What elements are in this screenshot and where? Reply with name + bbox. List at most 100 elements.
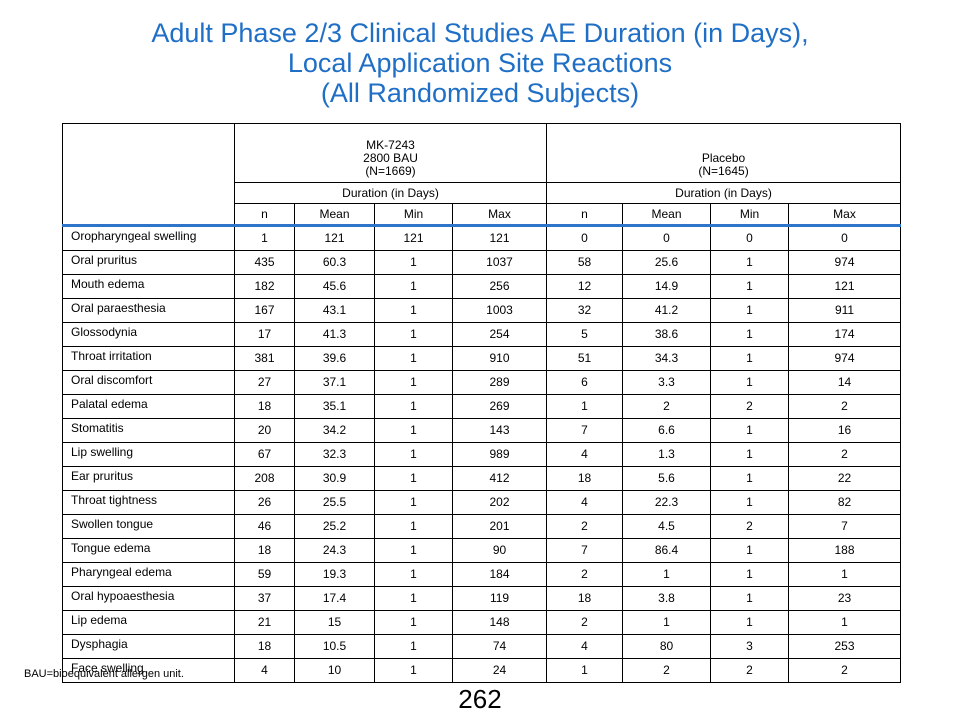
table-cell: 0 [710,225,790,251]
table-cell: 2 [546,610,624,635]
table-cell: 1 [374,418,453,443]
row-label: Lip swelling [62,442,235,467]
table-cell: 60.3 [294,250,375,275]
table-cell: 148 [451,610,548,635]
row-label: Face swelling [62,658,235,683]
table-cell: 45.6 [294,274,375,299]
table-cell: 1 [788,610,902,635]
table-cell: 38.6 [622,322,712,347]
ae-duration-table: MK-7243 2800 BAU (N=1669) Placebo (N=164… [62,123,902,683]
table-cell: 7 [788,514,902,539]
table-cell: 289 [451,370,548,395]
row-label: Mouth edema [62,274,235,299]
table-cell: 188 [788,538,902,563]
table-cell: 18 [546,466,624,491]
table-cell: 1 [374,442,453,467]
table-cell: 1 [374,466,453,491]
table-cell: 1 [710,346,790,371]
table-cell: 30.9 [294,466,375,491]
table-cell: 67 [234,442,295,467]
table-cell: 59 [234,562,295,587]
table-cell: 51 [546,346,624,371]
table-cell: 2 [622,394,712,419]
table-cell: 6.6 [622,418,712,443]
table-cell: 23 [788,586,902,611]
table-cell: 26 [234,490,295,515]
table-cell: 435 [234,250,295,275]
table-cell: 989 [451,442,548,467]
table-cell: 1 [788,562,902,587]
table-row: Throat tightness 26 25.5 1 202 4 22.3 1 82 [62,490,902,515]
group-header-line: (N=1645) [698,164,749,178]
table-cell: 3.3 [622,370,712,395]
group-header-line: 2800 BAU [363,151,418,165]
table-cell: 1 [710,274,790,299]
table-cell: 1 [710,298,790,323]
title-line-1: Adult Phase 2/3 Clinical Studies AE Dura… [151,18,809,48]
table-cell: 1003 [451,298,548,323]
table-cell: 2 [622,658,712,683]
table-cell: 14.9 [622,274,712,299]
table-cell: 2 [546,562,624,587]
table-cell: 381 [234,346,295,371]
table-cell: 41.2 [622,298,712,323]
table-cell: 208 [234,466,295,491]
table-cell: 4 [546,634,624,659]
table-cell: 1 [374,658,453,683]
table-cell: 256 [451,274,548,299]
table-cell: 24 [451,658,548,683]
table-cell: 1 [374,394,453,419]
table-cell: 21 [234,610,295,635]
table-cell: 253 [788,634,902,659]
table-cell: 4 [546,442,624,467]
table-cell: 121 [451,225,548,251]
row-label: Lip edema [62,610,235,635]
table-cell: 19.3 [294,562,375,587]
slide-title: Adult Phase 2/3 Clinical Studies AE Dura… [0,18,960,108]
table-cell: 1 [710,490,790,515]
group-header-mk7243: MK-7243 2800 BAU (N=1669) [233,123,548,183]
row-label: Ear pruritus [62,466,235,491]
table-cell: 1 [374,634,453,659]
table-cell: 1 [710,442,790,467]
table-cell: 1 [374,298,453,323]
table-cell: 22 [788,466,902,491]
table-row: Stomatitis 20 34.2 1 143 7 6.6 1 16 [62,418,902,443]
table-cell: 1 [710,562,790,587]
table-cell: 0 [622,225,712,251]
table-cell: 4.5 [622,514,712,539]
column-header: Min [374,203,453,227]
table-cell: 0 [788,225,902,251]
table-row: Palatal edema 18 35.1 1 269 1 2 2 2 [62,394,902,419]
table-cell: 201 [451,514,548,539]
table-cell: 974 [788,250,902,275]
row-label: Glossodynia [62,322,235,347]
table-cell: 1 [710,370,790,395]
table-cell: 18 [234,634,295,659]
table-cell: 32.3 [294,442,375,467]
row-label: Tongue edema [62,538,235,563]
table-cell: 1 [710,250,790,275]
table-cell: 15 [294,610,375,635]
table-cell: 910 [451,346,548,371]
table-body: Oropharyngeal swelling 1 121 121 121 0 0 0 0 Oral… [62,225,902,683]
table-row: Oral paraesthesia 167 43.1 1 1003 32 41.2 1 911 [62,298,902,323]
table-cell: 1 [234,225,295,251]
table-cell: 35.1 [294,394,375,419]
table-cell: 1 [546,394,624,419]
table-cell: 174 [788,322,902,347]
table-row: Dysphagia 18 10.5 1 74 4 80 3 253 [62,634,902,659]
table-row: Glossodynia 17 41.3 1 254 5 38.6 1 174 [62,322,902,347]
table-cell: 182 [234,274,295,299]
table-cell: 58 [546,250,624,275]
table-cell: 86.4 [622,538,712,563]
table-cell: 34.3 [622,346,712,371]
column-header: Mean [622,203,712,227]
row-label: Palatal edema [62,394,235,419]
table-cell: 10 [294,658,375,683]
page-number: 262 [458,684,502,714]
column-header: Max [788,203,902,227]
table-cell: 2 [710,658,790,683]
table-row: Lip edema 21 15 1 148 2 1 1 1 [62,610,902,635]
table-cell: 10.5 [294,634,375,659]
